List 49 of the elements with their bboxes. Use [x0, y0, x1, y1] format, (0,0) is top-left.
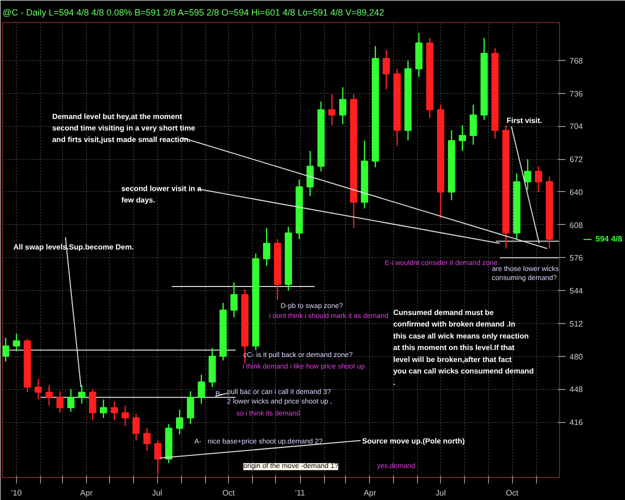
- candlestick: [100, 398, 108, 419]
- candlestick: [198, 374, 205, 404]
- candlestick: [132, 413, 140, 442]
- candlestick: [78, 384, 86, 404]
- chart-subtitle: @C - Daily L=594 4/8 4/8 0.08% B=591 2/8 A=595 2/8 O=594 Hi=601 4/8 Lo=591 4/8 V=89,242: [2, 8, 384, 18]
- candlestick: [154, 440, 162, 476]
- y-tick-label: 576: [570, 254, 584, 263]
- candlestick: [524, 158, 532, 191]
- x-tick-label: '11: [295, 488, 306, 498]
- y-tick-label: 736: [570, 89, 584, 98]
- x-tick-label: Oct: [222, 488, 236, 498]
- candlestick: [263, 227, 270, 267]
- y-tick-label: 512: [570, 319, 584, 328]
- candlestick: [56, 390, 64, 414]
- candlestick: [67, 388, 74, 412]
- candlestick: [458, 124, 466, 152]
- y-tick-label: 416: [570, 418, 584, 428]
- y-tick-label: 608: [570, 220, 584, 230]
- candlestick: [2, 337, 10, 362]
- x-tick-label: Apr: [80, 488, 93, 498]
- candlestick: [12, 333, 20, 352]
- y-tick-label: 480: [570, 352, 584, 362]
- candlestick: [339, 86, 346, 125]
- y-tick-label: 768: [570, 56, 584, 66]
- candlestick: [382, 50, 390, 90]
- candlestick: [534, 166, 542, 193]
- x-tick-label: Oct: [506, 488, 520, 498]
- y-tick-label: 448: [570, 385, 584, 394]
- text: 594 4/8: [596, 234, 623, 244]
- x-tick-label: '10: [11, 488, 22, 498]
- y-tick-label: 640: [570, 188, 584, 197]
- candlestick: [230, 282, 238, 318]
- candlestick: [89, 388, 96, 421]
- candlestick: [46, 384, 53, 406]
- x-tick-label: Apr: [364, 488, 377, 498]
- candlestick: [143, 428, 151, 452]
- y-tick-label: 672: [570, 155, 584, 164]
- candlestick: [176, 409, 184, 435]
- candlestick: [110, 400, 118, 421]
- x-tick-label: Jul: [152, 488, 162, 498]
- y-tick-label: 704: [570, 122, 584, 132]
- candlestick: [306, 150, 314, 197]
- y-tick-label: 544: [570, 286, 584, 296]
- candlestick: [328, 94, 336, 126]
- candlestick: [470, 104, 477, 146]
- candlestick: [34, 378, 42, 400]
- candlestick: [122, 405, 129, 427]
- candlestick: [186, 390, 194, 425]
- x-tick-label: Jul: [436, 488, 446, 498]
